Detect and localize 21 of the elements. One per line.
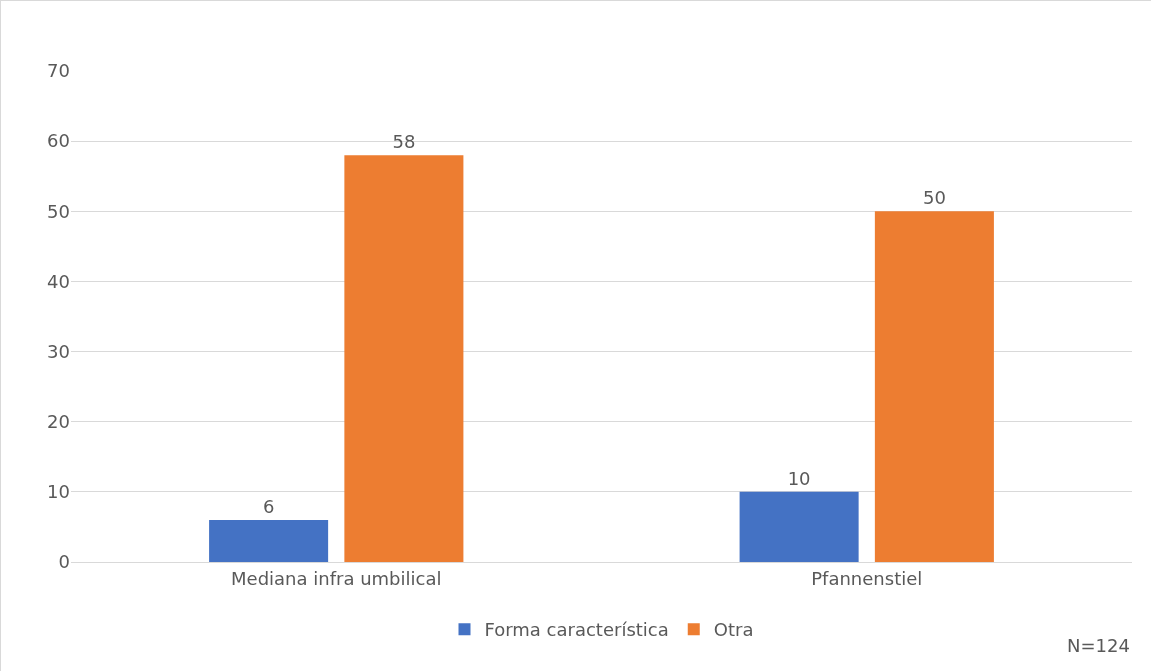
data-label: 50 bbox=[922, 187, 946, 209]
data-label: 6 bbox=[262, 495, 275, 517]
y-tick-label: 10 bbox=[47, 481, 70, 503]
y-tick-label: 40 bbox=[47, 270, 70, 292]
legend-label: Otra bbox=[713, 619, 754, 641]
bar bbox=[344, 155, 464, 562]
y-tick-label: 0 bbox=[58, 551, 70, 573]
text: N=124 bbox=[1067, 635, 1130, 656]
y-tick-label: 50 bbox=[47, 200, 70, 222]
y-tick-label: 30 bbox=[47, 340, 70, 362]
x-tick-label: Pfannenstiel bbox=[811, 567, 923, 589]
bar bbox=[209, 519, 329, 562]
legend-label: Forma característica bbox=[484, 619, 669, 641]
x-tick-label: Mediana infra umbilical bbox=[231, 567, 442, 589]
y-tick-label: 20 bbox=[47, 411, 70, 433]
y-tick-label: 60 bbox=[47, 130, 70, 152]
bar bbox=[739, 491, 859, 562]
bar bbox=[874, 211, 994, 562]
data-label: 10 bbox=[787, 467, 811, 489]
data-label: 58 bbox=[392, 131, 416, 153]
y-tick-label: 70 bbox=[47, 60, 70, 82]
